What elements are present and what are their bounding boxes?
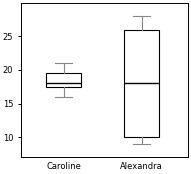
PathPatch shape (124, 30, 159, 137)
PathPatch shape (46, 73, 81, 87)
